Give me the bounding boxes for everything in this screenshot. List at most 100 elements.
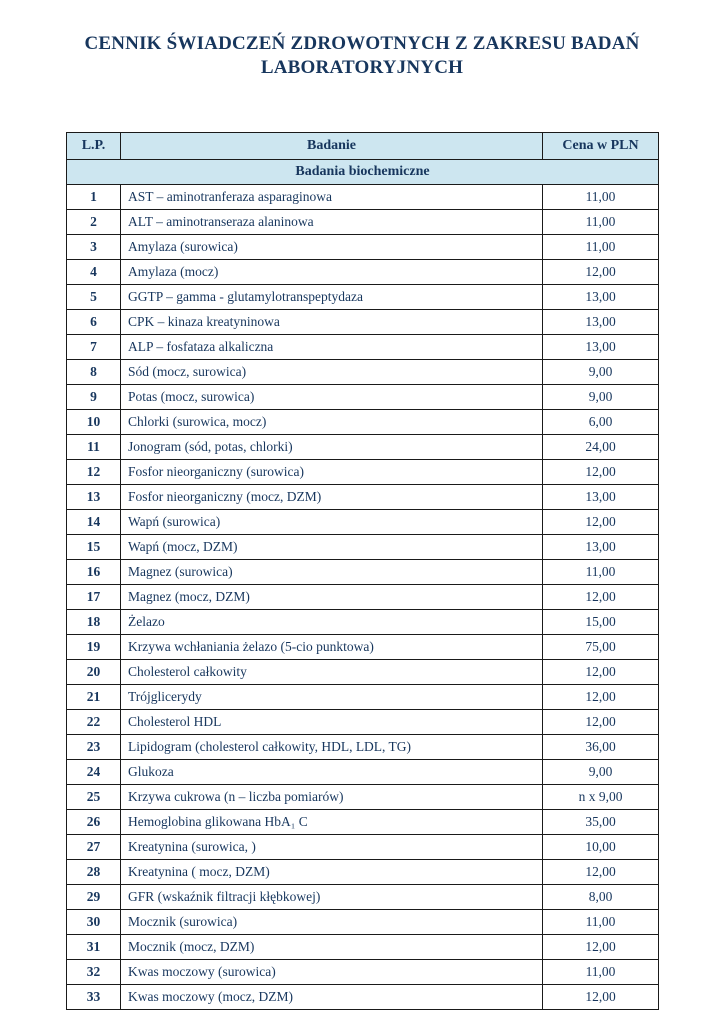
section-row: Badania biochemiczne [66,159,659,185]
table-row: 16 Magnez (surowica) 11,00 [66,559,659,585]
cell-badanie: Wapń (surowica) [120,509,543,535]
cell-badanie: ALT – aminotranseraza alaninowa [120,209,543,235]
table-row: 9 Potas (mocz, surowica) 9,00 [66,384,659,410]
table-row: 4 Amylaza (mocz) 12,00 [66,259,659,285]
cell-cena: 12,00 [542,684,659,710]
cell-badanie: Kreatynina ( mocz, DZM) [120,859,543,885]
cell-lp: 9 [66,384,121,410]
cell-lp: 27 [66,834,121,860]
cell-cena: 15,00 [542,609,659,635]
cell-cena: 11,00 [542,209,659,235]
cell-lp: 23 [66,734,121,760]
cell-cena: 12,00 [542,259,659,285]
cell-badanie: Fosfor nieorganiczny (surowica) [120,459,543,485]
cell-lp: 11 [66,434,121,460]
cell-cena: 9,00 [542,759,659,785]
cell-cena: n x 9,00 [542,784,659,810]
cell-cena: 35,00 [542,809,659,835]
cell-cena: 11,00 [542,234,659,260]
cell-lp: 18 [66,609,121,635]
cell-badanie: ALP – fosfataza alkaliczna [120,334,543,360]
table-row: 28 Kreatynina ( mocz, DZM) 12,00 [66,859,659,885]
table-row: 33 Kwas moczowy (mocz, DZM) 12,00 [66,984,659,1010]
table-body: 1 AST – aminotranferaza asparaginowa 11,… [66,184,659,1010]
cell-badanie: Mocznik (surowica) [120,909,543,935]
cell-lp: 15 [66,534,121,560]
table-row: 24 Glukoza 9,00 [66,759,659,785]
table-header-lp: L.P. [66,132,121,160]
cell-badanie: Magnez (mocz, DZM) [120,584,543,610]
cell-cena: 75,00 [542,634,659,660]
table-row: 11 Jonogram (sód, potas, chlorki) 24,00 [66,434,659,460]
cell-lp: 2 [66,209,121,235]
cell-badanie: Cholesterol HDL [120,709,543,735]
cell-badanie: Cholesterol całkowity [120,659,543,685]
table-row: 32 Kwas moczowy (surowica) 11,00 [66,959,659,985]
cell-lp: 22 [66,709,121,735]
table-header-row: L.P. Badanie Cena w PLN [66,132,659,160]
cell-badanie: GFR (wskaźnik filtracji kłębkowej) [120,884,543,910]
section-title: Badania biochemiczne [66,159,659,185]
table-row: 21 Trójglicerydy 12,00 [66,684,659,710]
table-row: 27 Kreatynina (surowica, ) 10,00 [66,834,659,860]
cell-lp: 14 [66,509,121,535]
cell-lp: 6 [66,309,121,335]
table-row: 30 Mocznik (surowica) 11,00 [66,909,659,935]
cell-badanie: Wapń (mocz, DZM) [120,534,543,560]
cell-cena: 9,00 [542,359,659,385]
cell-badanie: Lipidogram (cholesterol całkowity, HDL, … [120,734,543,760]
table-row: 20 Cholesterol całkowity 12,00 [66,659,659,685]
cell-cena: 12,00 [542,659,659,685]
table-row: 8 Sód (mocz, surowica) 9,00 [66,359,659,385]
cell-cena: 12,00 [542,709,659,735]
cell-badanie: Fosfor nieorganiczny (mocz, DZM) [120,484,543,510]
cell-badanie: Krzywa wchłaniania żelazo (5-cio punktow… [120,634,543,660]
cell-lp: 17 [66,584,121,610]
cell-lp: 29 [66,884,121,910]
cell-cena: 13,00 [542,334,659,360]
cell-badanie: GGTP – gamma - glutamylotranspeptydaza [120,284,543,310]
cell-badanie: Krzywa cukrowa (n – liczba pomiarów) [120,784,543,810]
table-row: 13 Fosfor nieorganiczny (mocz, DZM) 13,0… [66,484,659,510]
table-header-badanie: Badanie [120,132,543,160]
cell-lp: 24 [66,759,121,785]
table-row: 2 ALT – aminotranseraza alaninowa 11,00 [66,209,659,235]
cell-lp: 3 [66,234,121,260]
cell-badanie: Magnez (surowica) [120,559,543,585]
cell-lp: 7 [66,334,121,360]
cell-lp: 16 [66,559,121,585]
cell-lp: 8 [66,359,121,385]
cell-cena: 11,00 [542,184,659,210]
table-row: 7 ALP – fosfataza alkaliczna 13,00 [66,334,659,360]
cell-lp: 30 [66,909,121,935]
table-row: 18 Żelazo 15,00 [66,609,659,635]
cell-lp: 19 [66,634,121,660]
cell-badanie: CPK – kinaza kreatyninowa [120,309,543,335]
page-title-line2: LABORATORYJNYCH [260,56,464,78]
cell-cena: 8,00 [542,884,659,910]
cell-lp: 10 [66,409,121,435]
cell-cena: 11,00 [542,959,659,985]
table-row: 22 Cholesterol HDL 12,00 [66,709,659,735]
page-title: CENNIK ŚWIADCZEŃ ZDROWOTNYCH Z ZAKRESU B… [0,32,724,80]
table-row: 31 Mocznik (mocz, DZM) 12,00 [66,934,659,960]
table-row: 23 Lipidogram (cholesterol całkowity, HD… [66,734,659,760]
table-row: 17 Magnez (mocz, DZM) 12,00 [66,584,659,610]
cell-badanie: Hemoglobina glikowana HbA₁ C [120,809,543,835]
table-header-cena: Cena w PLN [542,132,659,160]
cell-cena: 6,00 [542,409,659,435]
table-row: 12 Fosfor nieorganiczny (surowica) 12,00 [66,459,659,485]
cell-lp: 33 [66,984,121,1010]
cell-badanie: Glukoza [120,759,543,785]
table-row: 5 GGTP – gamma - glutamylotranspeptydaza… [66,284,659,310]
cell-cena: 13,00 [542,534,659,560]
table-row: 19 Krzywa wchłaniania żelazo (5-cio punk… [66,634,659,660]
cell-badanie: Jonogram (sód, potas, chlorki) [120,434,543,460]
page-title-line1: CENNIK ŚWIADCZEŃ ZDROWOTNYCH Z ZAKRESU B… [84,33,640,54]
table-row: 15 Wapń (mocz, DZM) 13,00 [66,534,659,560]
cell-cena: 13,00 [542,309,659,335]
cell-badanie: AST – aminotranferaza asparaginowa [120,184,543,210]
document-page: CENNIK ŚWIADCZEŃ ZDROWOTNYCH Z ZAKRESU B… [0,32,724,1024]
cell-lp: 21 [66,684,121,710]
cell-cena: 12,00 [542,934,659,960]
